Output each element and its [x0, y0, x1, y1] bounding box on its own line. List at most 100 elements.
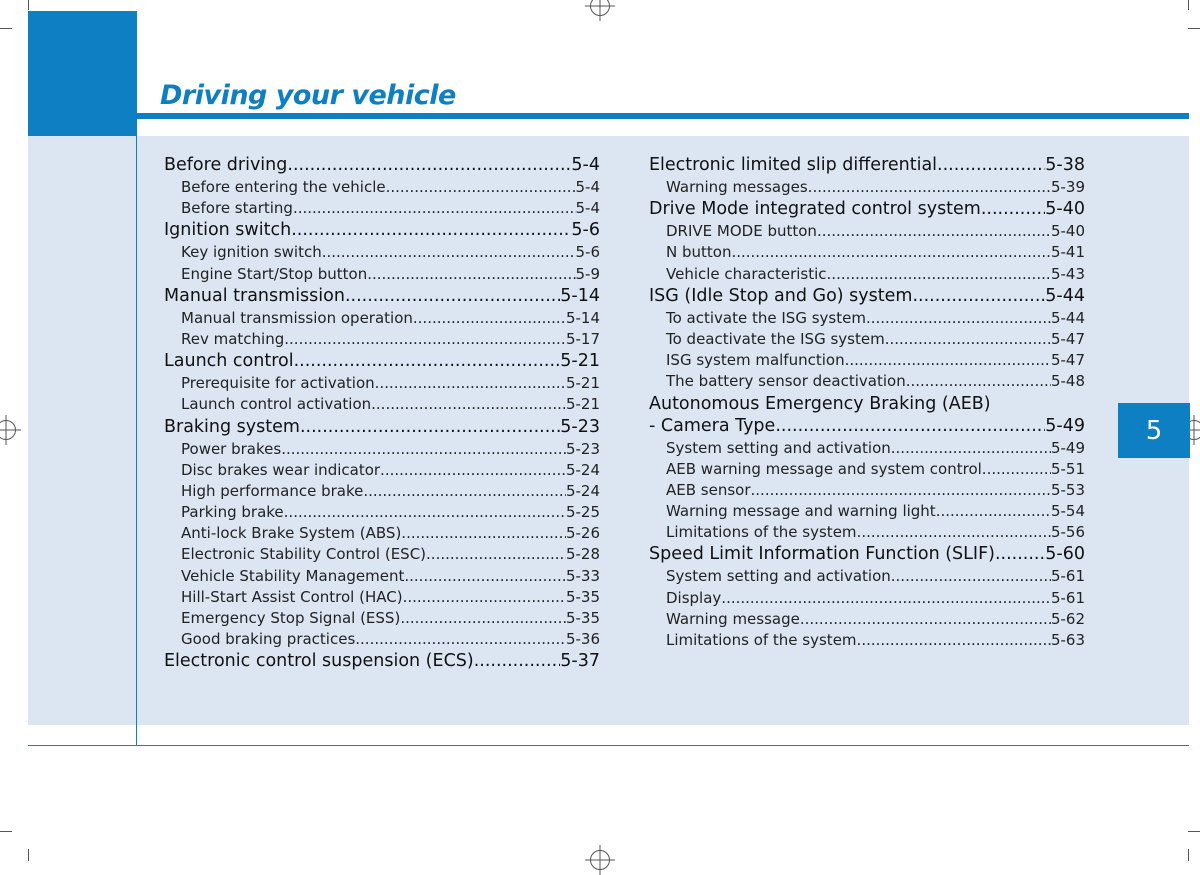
toc-entry-main[interactable]: Before driving 5-4 [164, 154, 600, 177]
toc-page-number: 5-23 [560, 416, 600, 437]
toc-entry-sub[interactable]: Vehicle Stability Management 5-33 [164, 566, 600, 587]
chapter-color-block [28, 11, 137, 136]
toc-page-number: 5-39 [1050, 178, 1085, 196]
toc-entry-title: Prerequisite for activation [181, 374, 375, 393]
toc-entry-sub[interactable]: Disc brakes wear indicator 5-24 [164, 460, 600, 481]
toc-leader-dots [906, 371, 1051, 392]
toc-entry-sub[interactable]: Display 5-61 [649, 588, 1085, 609]
toc-entry-sub[interactable]: ISG system malfunction 5-47 [649, 350, 1085, 371]
toc-page-number: 5-63 [1050, 631, 1085, 649]
registration-mark-bottom [590, 850, 610, 870]
toc-entry-sub[interactable]: Engine Start/Stop button 5-9 [164, 264, 600, 285]
toc-entry-sub[interactable]: Warning messages 5-39 [649, 177, 1085, 198]
toc-entry-title: Drive Mode integrated control system [649, 199, 981, 220]
toc-entry-sub[interactable]: Launch control activation 5-21 [164, 394, 600, 415]
toc-entry-title: Display [666, 588, 722, 607]
toc-page-number: 5-4 [571, 155, 600, 175]
toc-page-number: 5-21 [565, 374, 600, 393]
toc-entry-title: ISG system malfunction [666, 351, 845, 370]
toc-entry-sub[interactable]: Key ignition switch 5-6 [164, 242, 600, 263]
toc-entry-main[interactable]: - Camera Type 5-49 [649, 415, 1085, 438]
toc-leader-dots [426, 544, 566, 565]
toc-leader-dots [401, 523, 566, 544]
toc-entry-sub[interactable]: High performance brake 5-24 [164, 481, 600, 502]
toc-leader-dots [937, 154, 1045, 177]
toc-entry-title: Good braking practices [181, 630, 356, 649]
toc-entry-title: Launch control [164, 351, 294, 372]
toc-entry-main[interactable]: Ignition switch 5-6 [164, 219, 600, 242]
toc-leader-dots [322, 242, 576, 263]
toc-leader-dots [891, 438, 1051, 459]
toc-leader-dots [775, 415, 1045, 438]
toc-leader-dots [891, 566, 1051, 587]
toc-page-number: 5-56 [1050, 523, 1085, 542]
toc-entry-title: System setting and activation [666, 567, 891, 586]
toc-entry-sub[interactable]: Vehicle characteristic 5-43 [649, 264, 1085, 285]
toc-entry-sub[interactable]: Power brakes 5-23 [164, 439, 600, 460]
toc-entry-main[interactable]: Electronic control suspension (ECS) 5-37 [164, 650, 600, 673]
toc-entry-title: To activate the ISG system [666, 308, 866, 327]
toc-leader-dots [817, 221, 1051, 242]
toc-page-number: 5-53 [1050, 480, 1085, 499]
chapter-tab[interactable]: 5 [1118, 403, 1190, 458]
toc-entry-sub[interactable]: N button 5-41 [649, 242, 1085, 263]
toc-leader-dots [827, 264, 1051, 285]
toc-leader-dots [400, 608, 566, 629]
toc-entry-sub[interactable]: Parking brake 5-25 [164, 502, 600, 523]
toc-entry-sub[interactable]: The battery sensor deactivation 5-48 [649, 371, 1085, 392]
toc-entry-sub[interactable]: To deactivate the ISG system 5-47 [649, 329, 1085, 350]
toc-entry-sub[interactable]: AEB sensor 5-53 [649, 480, 1085, 501]
toc-entry-title: Electronic Stability Control (ESC) [181, 545, 427, 564]
toc-entry-sub[interactable]: Prerequisite for activation 5-21 [164, 373, 600, 394]
toc-page-number: 5-49 [1045, 415, 1085, 436]
toc-entry-sub[interactable]: System setting and activation 5-61 [649, 566, 1085, 587]
toc-entry-sub[interactable]: Before entering the vehicle 5-4 [164, 177, 600, 198]
toc-entry-main[interactable]: Speed Limit Information Function (SLIF) 5… [649, 543, 1085, 566]
toc-entry-title: Electronic limited slip differential [649, 155, 938, 175]
title-rule [137, 113, 1189, 119]
toc-entry-sub[interactable]: Emergency Stop Signal (ESS) 5-35 [164, 608, 600, 629]
toc-page-number: 5-4 [575, 178, 601, 196]
toc-page-number: 5-33 [565, 566, 600, 585]
toc-entry-title: Hill-Start Assist Control (HAC) [181, 587, 403, 606]
toc-entry-title: Parking brake [181, 503, 284, 522]
toc-entry-main[interactable]: ISG (Idle Stop and Go) system 5-44 [649, 285, 1085, 308]
toc-entry-main[interactable]: Braking system 5-23 [164, 416, 600, 439]
crop-mark [28, 0, 29, 10]
toc-entry-sub[interactable]: Limitations of the system 5-63 [649, 630, 1085, 651]
toc-entry-sub[interactable]: Limitations of the system 5-56 [649, 522, 1085, 543]
toc-entry-sub[interactable]: Good braking practices 5-36 [164, 629, 600, 650]
registration-mark-top [590, 0, 610, 16]
toc-leader-dots [284, 502, 566, 523]
toc-heading: Autonomous Emergency Braking (AEB) [649, 393, 1085, 415]
toc-page-number: 5-4 [575, 199, 601, 218]
toc-entry-sub[interactable]: System setting and activation 5-49 [649, 438, 1085, 459]
toc-entry-sub[interactable]: To activate the ISG system 5-44 [649, 308, 1085, 329]
toc-entry-main[interactable]: Drive Mode integrated control system 5-40 [649, 198, 1085, 221]
toc-page-number: 5-43 [1050, 264, 1085, 283]
toc-entry-main[interactable]: Electronic limited slip differential 5-38 [649, 154, 1085, 177]
toc-entry-sub[interactable]: Manual transmission operation 5-14 [164, 308, 600, 329]
toc-entry-sub[interactable]: AEB warning message and system control 5-… [649, 459, 1085, 480]
toc-page-number: 5-35 [565, 609, 600, 627]
toc-entry-title: Braking system [164, 416, 300, 437]
toc-page-number: 5-25 [565, 503, 600, 522]
toc-entry-sub[interactable]: Rev matching 5-17 [164, 329, 600, 350]
toc-leader-dots [293, 198, 576, 219]
toc-page-number: 5-14 [565, 308, 600, 327]
toc-leader-dots [371, 394, 566, 415]
toc-entry-sub[interactable]: Warning message and warning light 5-54 [649, 501, 1085, 522]
toc-leader-dots [281, 439, 566, 460]
toc-entry-sub[interactable]: Hill-Start Assist Control (HAC) 5-35 [164, 587, 600, 608]
registration-mark-left [0, 420, 16, 440]
toc-entry-main[interactable]: Manual transmission 5-14 [164, 285, 600, 308]
toc-entry-sub[interactable]: Electronic Stability Control (ESC) 5-28 [164, 544, 600, 565]
toc-page-number: 5-40 [1050, 222, 1085, 241]
toc-entry-sub[interactable]: Anti-lock Brake System (ABS) 5-26 [164, 523, 600, 544]
toc-entry-sub[interactable]: Before starting 5-4 [164, 198, 600, 219]
toc-entry-title: Vehicle Stability Management [181, 566, 405, 585]
toc-entry-main[interactable]: Launch control 5-21 [164, 350, 600, 373]
toc-entry-sub[interactable]: DRIVE MODE button 5-40 [649, 221, 1085, 242]
toc-entry-sub[interactable]: Warning message 5-62 [649, 609, 1085, 630]
toc-entry-title: Manual transmission [164, 285, 345, 306]
